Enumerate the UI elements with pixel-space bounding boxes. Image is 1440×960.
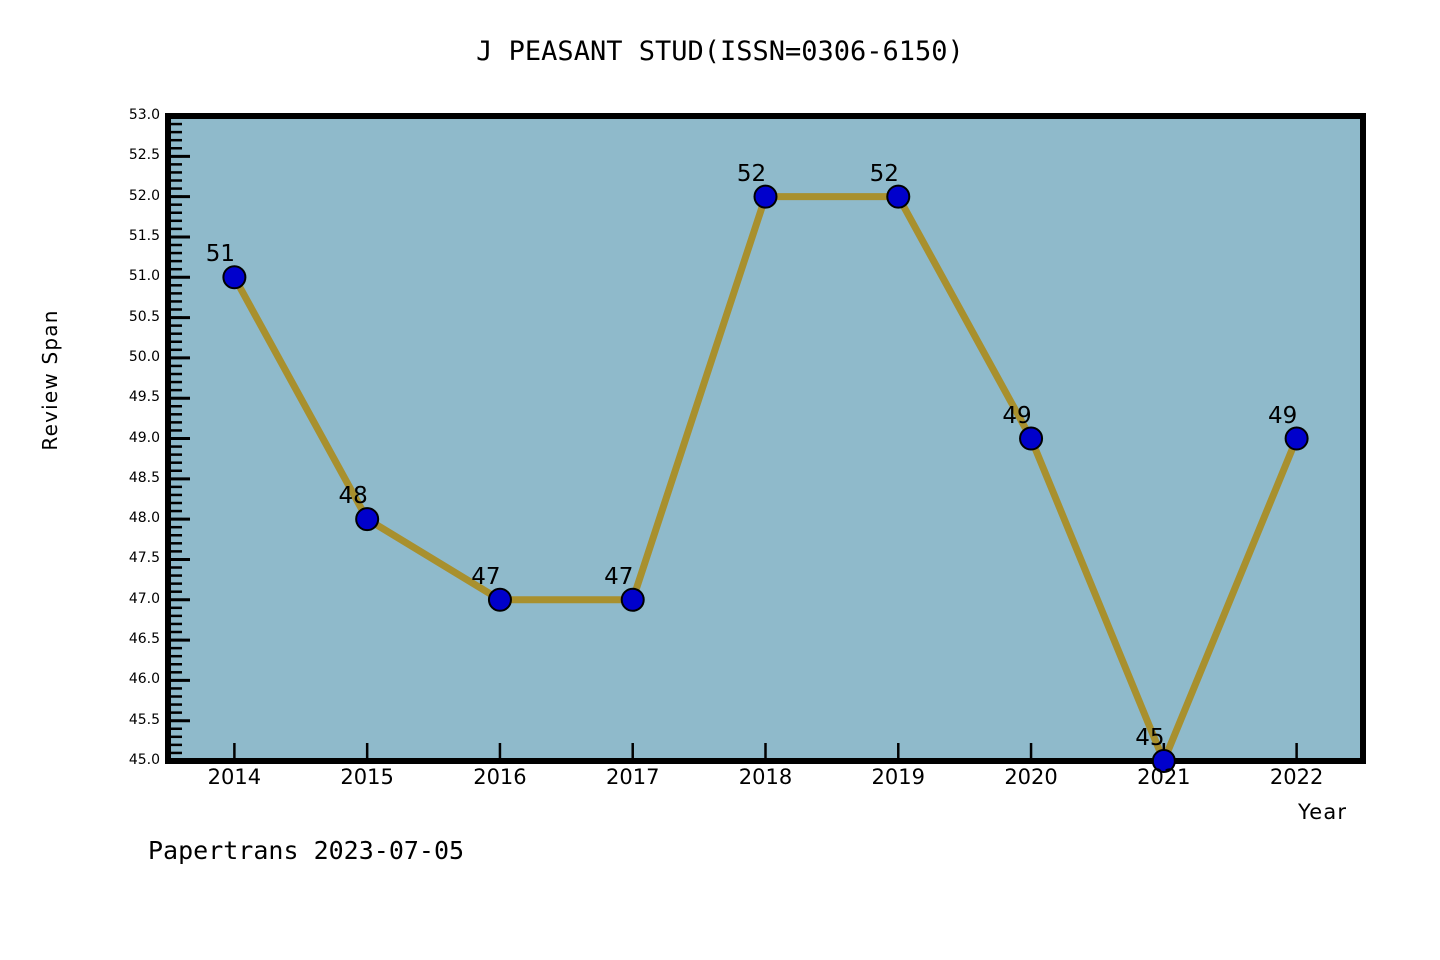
y-axis-tick-label: 51.0: [128, 268, 160, 285]
x-axis-tick-label: 2022: [1269, 765, 1324, 789]
y-axis-tick-label: 49.0: [128, 429, 160, 446]
data-point-label: 52: [869, 160, 899, 187]
y-axis-tick-label: 47.0: [128, 590, 160, 607]
y-axis-tick-label: 46.5: [128, 631, 160, 648]
y-axis-tick-label: 52.5: [128, 147, 160, 164]
plot-border: [165, 113, 1366, 764]
x-axis-tick-label: 2021: [1137, 765, 1191, 789]
y-axis-tick-label: 47.5: [128, 550, 160, 567]
data-point-label: 48: [338, 483, 368, 510]
chart-title: J PEASANT STUD(ISSN=0306-6150): [476, 36, 964, 67]
y-axis-tick-label: 51.5: [128, 227, 160, 244]
x-axis-tick-label: 2020: [1004, 765, 1058, 789]
data-markers: [222, 184, 1309, 773]
x-axis-tick-label: 2016: [473, 765, 527, 789]
data-point-label: 47: [471, 563, 501, 590]
data-point-label: 49: [1267, 402, 1298, 429]
x-axis-tick-label: 2017: [605, 765, 660, 789]
x-axis-tick-label: 2018: [738, 765, 793, 789]
data-point-label: 49: [1002, 402, 1032, 429]
y-axis-tick-label: 46.0: [128, 671, 160, 688]
y-axis-tick-label: 49.5: [128, 389, 160, 406]
x-axis-tick-label: 2019: [871, 765, 925, 789]
y-axis-tick-label: 48.0: [128, 510, 160, 527]
y-axis-tick-label: 48.5: [128, 469, 160, 486]
y-axis-tick-label: 53.0: [128, 107, 160, 123]
data-point-label: 52: [736, 160, 767, 187]
y-axis-tick-label: 45.5: [128, 711, 160, 728]
y-axis-tick-label: 45.0: [128, 752, 160, 768]
data-point-label: 45: [1135, 725, 1165, 751]
y-axis-tick-label: 52.0: [128, 187, 160, 204]
data-point-label: 51: [205, 241, 236, 268]
y-axis-tick-label: 50.0: [128, 348, 160, 365]
x-axis-tick-label: 2014: [207, 765, 262, 789]
footer-note: Papertrans 2023-07-05: [148, 836, 465, 865]
data-point-label: 47: [604, 563, 634, 590]
x-axis-label: Year: [1298, 800, 1348, 824]
plot-background: [168, 116, 1363, 761]
x-axis-tick-label: 2015: [340, 765, 394, 789]
y-axis-tick-label: 50.5: [128, 308, 160, 325]
